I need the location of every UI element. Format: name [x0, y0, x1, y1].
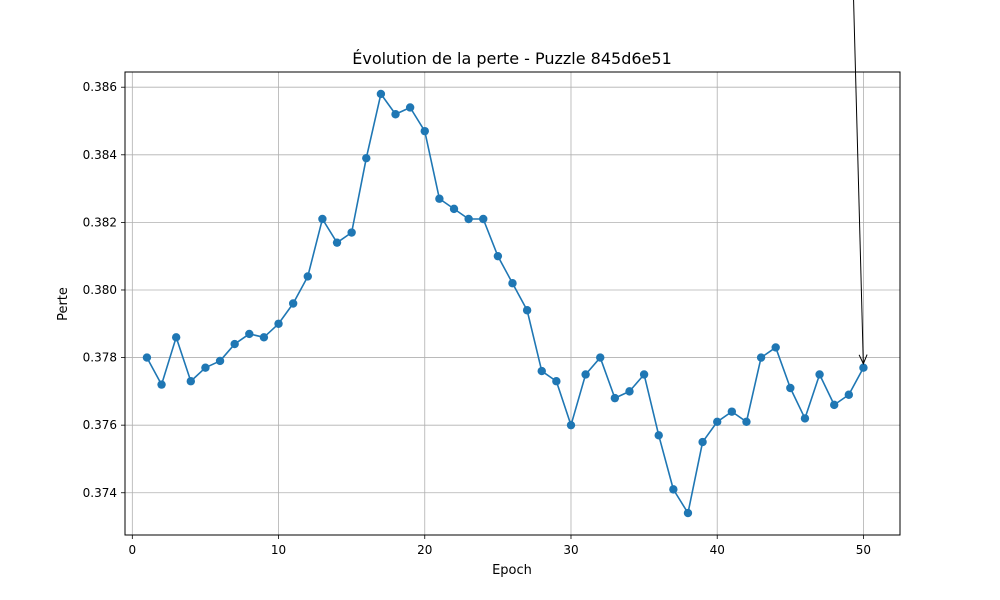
- x-tick-label: 0: [128, 543, 136, 557]
- data-point: [610, 393, 620, 403]
- data-point: [625, 387, 634, 396]
- data-point: [464, 214, 473, 224]
- annotation-arrow-head: [858, 354, 868, 365]
- data-point: [800, 414, 810, 423]
- data-point: [376, 89, 386, 99]
- series-loss: [142, 89, 868, 518]
- data-point: [420, 126, 429, 136]
- data-point: [332, 238, 342, 247]
- data-point: [566, 420, 576, 430]
- data-point: [493, 251, 503, 261]
- x-axis-label: Epoch: [492, 563, 532, 578]
- data-point: [142, 353, 152, 362]
- x-tick-label: 40: [710, 543, 725, 557]
- data-point: [596, 353, 605, 362]
- data-point: [829, 400, 839, 410]
- y-tick-label: 0.374: [83, 486, 117, 500]
- x-axis-ticks: 0 10 20 30 40 50: [128, 535, 871, 557]
- data-point: [683, 508, 693, 518]
- data-point: [727, 407, 737, 416]
- plot-frame: [124, 71, 901, 536]
- grid-lines: [125, 72, 900, 535]
- data-point: [859, 363, 868, 372]
- data-point: [552, 377, 561, 386]
- data-point: [771, 343, 780, 352]
- x-tick-label: 20: [417, 543, 432, 557]
- data-point: [815, 370, 824, 379]
- y-tick-label: 0.382: [83, 215, 117, 229]
- data-point: [245, 329, 254, 339]
- x-tick-label: 30: [563, 543, 578, 557]
- data-point: [318, 214, 327, 224]
- y-tick-label: 0.386: [83, 80, 117, 94]
- data-point: [537, 366, 546, 376]
- data-point: [259, 333, 269, 342]
- data-point: [639, 370, 649, 379]
- y-axis-ticks: 0.374 0.376 0.378 0.380 0.382 0.384 0.386: [83, 80, 125, 500]
- data-point: [756, 353, 766, 362]
- y-tick-label: 0.380: [83, 283, 117, 297]
- data-point: [435, 194, 444, 203]
- data-point: [742, 417, 751, 426]
- data-point: [844, 390, 854, 399]
- data-point: [669, 485, 678, 494]
- data-point: [274, 319, 283, 328]
- annotation-arrow-shaft: [853, 0, 864, 364]
- y-tick-label: 0.378: [83, 351, 117, 365]
- data-point: [508, 279, 517, 288]
- data-point: [362, 153, 371, 163]
- y-tick-label: 0.384: [83, 148, 117, 162]
- data-point: [201, 363, 210, 372]
- annotation-arrow: [853, 0, 868, 365]
- x-tick-label: 50: [856, 543, 871, 557]
- data-point: [157, 380, 166, 389]
- data-point: [215, 356, 225, 366]
- data-point: [713, 417, 722, 426]
- data-point: [391, 110, 400, 119]
- data-point: [405, 103, 415, 112]
- data-point: [230, 339, 239, 349]
- data-point: [786, 383, 795, 393]
- y-tick-label: 0.376: [83, 418, 117, 432]
- x-tick-label: 10: [271, 543, 286, 557]
- data-point: [347, 228, 356, 237]
- data-point: [522, 306, 532, 315]
- y-axis-label: Perte: [56, 287, 71, 321]
- data-point: [171, 333, 181, 342]
- data-point: [581, 370, 590, 379]
- data-point: [303, 272, 312, 281]
- data-point: [654, 431, 663, 440]
- data-point: [449, 204, 459, 214]
- data-point: [288, 299, 298, 308]
- data-point: [698, 437, 707, 447]
- data-point: [479, 214, 488, 224]
- chart-title: Évolution de la perte - Puzzle 845d6e51: [352, 49, 672, 68]
- data-point: [186, 377, 196, 386]
